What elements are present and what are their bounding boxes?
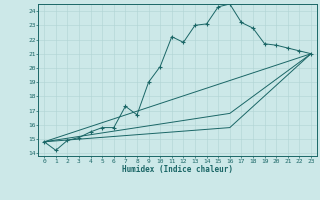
- X-axis label: Humidex (Indice chaleur): Humidex (Indice chaleur): [122, 165, 233, 174]
